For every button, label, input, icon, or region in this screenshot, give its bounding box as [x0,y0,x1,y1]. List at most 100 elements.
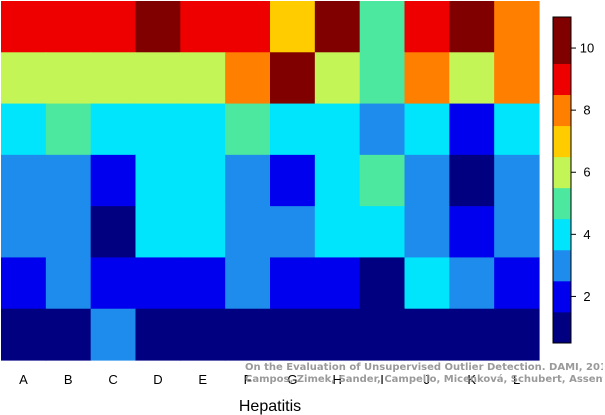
heatmap-cell [180,1,226,53]
heatmap-cell [225,103,271,156]
colorbar-tick-label: 6 [583,165,590,180]
heatmap-cell [359,103,406,156]
heatmap-cell [494,154,540,207]
heatmap-cell [449,1,495,53]
heatmap-cell [404,1,450,53]
heatmap-cell [225,257,271,310]
colorbar-swatch [553,187,571,220]
heatmap-cell [270,308,316,361]
heatmap-cell [404,257,450,310]
heatmap-cell [1,103,47,156]
heatmap-cell [45,257,92,310]
colorbar-swatch [553,17,571,64]
heatmap-cell [135,1,181,53]
heatmap-cell [404,52,450,105]
heatmap-cell [90,52,137,105]
x-tick-label: D [153,372,162,387]
heatmap-cell [270,52,316,105]
x-tick-label: B [64,372,73,387]
heatmap-cell [90,154,137,207]
heatmap-cell [180,103,226,156]
colorbar-swatch [553,63,571,96]
heatmap-cell [135,103,181,156]
heatmap-cell [270,257,316,310]
heatmap-cell [45,154,92,207]
heatmap-cell [270,206,316,259]
heatmap-cell [135,154,181,207]
heatmap-cell [494,52,540,105]
colorbar-tick-label: 8 [583,103,590,118]
heatmap-cell [45,103,92,156]
heatmap-cell [90,1,137,53]
heatmap-cell [404,308,450,361]
heatmap-cell [180,257,226,310]
heatmap-cell [494,257,540,310]
heatmap-cell [359,154,406,207]
heatmap-cell [180,206,226,259]
colorbar-swatch [553,125,571,158]
x-tick-label: E [198,372,207,387]
heatmap-cell [225,1,271,53]
heatmap-cell [90,206,137,259]
heatmap-cell [449,52,495,105]
heatmap-cell [180,154,226,207]
heatmap-cell [359,308,406,361]
heatmap-cell [90,103,137,156]
heatmap-cell [449,154,495,207]
heatmap-cell [359,206,406,259]
heatmap-cell [494,206,540,259]
x-tick-label: I [380,372,384,387]
x-tick-label: K [467,372,476,387]
heatmap-cell [404,206,450,259]
colorbar-swatch [553,94,571,127]
heatmap-cell [45,308,92,361]
heatmap-cell [404,103,450,156]
heatmap-cell [225,154,271,207]
heatmap-cell [45,206,92,259]
heatmap-cell [494,308,540,361]
heatmap-cell [314,257,361,310]
heatmap-cell [45,1,92,53]
heatmap-cell [359,257,406,310]
x-axis-label: Hepatitis [239,398,301,415]
heatmap-cell [314,52,361,105]
heatmap-cell [1,206,47,259]
x-tick-label: L [513,372,520,387]
heatmap-cell [314,206,361,259]
heatmap-cell [180,52,226,105]
heatmap-cell [135,206,181,259]
heatmap-cell [135,257,181,310]
heatmap-cell [1,308,47,361]
x-tick-label: J [424,372,431,387]
colorbar-swatch [553,311,571,344]
heatmap-cell [270,154,316,207]
x-tick-label: A [19,372,28,387]
heatmap-cell [314,154,361,207]
heatmap-cell [449,308,495,361]
colorbar-swatch [553,249,571,282]
x-tick-label: H [333,372,342,387]
heatmap-cell [1,154,47,207]
caption-line-1: On the Evaluation of Unsupervised Outlie… [245,362,603,373]
x-tick-label: G [287,372,297,387]
heatmap-cell [1,1,47,53]
heatmap-cell [359,1,406,53]
heatmap-cell [135,52,181,105]
heatmap-cell [270,103,316,156]
heatmap-cell [1,257,47,310]
heatmap-cell [90,257,137,310]
caption-line-2: Campos, Zimek, Sander, Campello, Micenko… [245,374,603,385]
heatmap-cell [225,206,271,259]
heatmap-cell [449,103,495,156]
colorbar-swatch [553,156,571,189]
heatmap-cell [90,308,137,361]
colorbar-tick-label: 2 [583,289,590,304]
heatmap-cell [449,257,495,310]
heatmap-cell [494,103,540,156]
heatmap-cell [45,52,92,105]
colorbar-tick-label: 4 [583,227,590,242]
x-tick-label: C [108,372,117,387]
colorbar-swatch [553,280,571,313]
